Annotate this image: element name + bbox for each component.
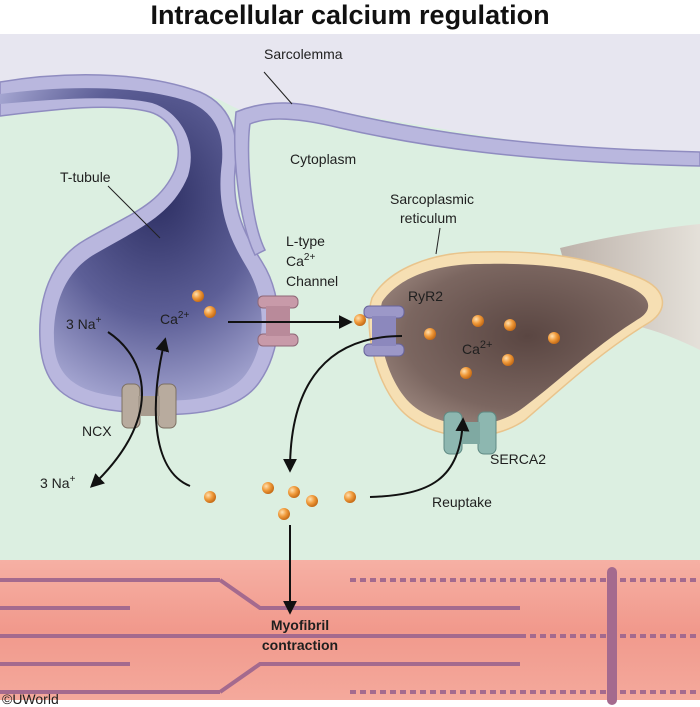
label-ca-ttubule: Ca2+	[160, 310, 189, 327]
arrow-ryr2-release	[283, 335, 403, 473]
diagram-title: Intracellular calcium regulation	[150, 0, 549, 30]
arrow-ncx-calcium	[154, 337, 191, 487]
leader-lines	[107, 71, 441, 255]
label-na-in: 3 Na+	[66, 315, 102, 332]
label-l-type: L-type	[286, 233, 325, 249]
label-myofibril: Myofibril	[271, 617, 329, 633]
sarcolemma-outer	[234, 102, 700, 257]
myofibril	[0, 560, 700, 700]
label-ryr2: RyR2	[408, 288, 443, 304]
ryr2-channel	[363, 305, 405, 357]
calcium-ions	[192, 290, 560, 520]
arrow-ncx-sodium	[89, 331, 143, 488]
label-na-out: 3 Na+	[40, 474, 76, 491]
label-t-tubule: T-tubule	[60, 169, 111, 185]
sr-lumen	[379, 263, 649, 425]
t-tubule-lumen	[0, 88, 262, 401]
label-serca2: SERCA2	[490, 451, 546, 467]
label-l-type-ca: Ca2+	[286, 252, 315, 269]
label-reticulum: reticulum	[400, 210, 457, 226]
label-sarcoplasmic: Sarcoplasmic	[390, 191, 474, 207]
flow-arrows	[89, 315, 470, 615]
ncx-transporter	[121, 383, 177, 429]
label-contraction: contraction	[262, 637, 338, 653]
arrow-reuptake	[369, 417, 470, 498]
label-ncx: NCX	[82, 423, 112, 439]
label-channel: Channel	[286, 273, 338, 289]
label-cytoplasm: Cytoplasm	[290, 151, 356, 167]
copyright-text: ©UWorld	[2, 691, 59, 707]
label-ca-sr: Ca2+	[462, 339, 492, 357]
myofibril-filaments	[0, 567, 700, 705]
label-reuptake: Reuptake	[432, 494, 492, 510]
label-sarcolemma: Sarcolemma	[264, 46, 343, 62]
